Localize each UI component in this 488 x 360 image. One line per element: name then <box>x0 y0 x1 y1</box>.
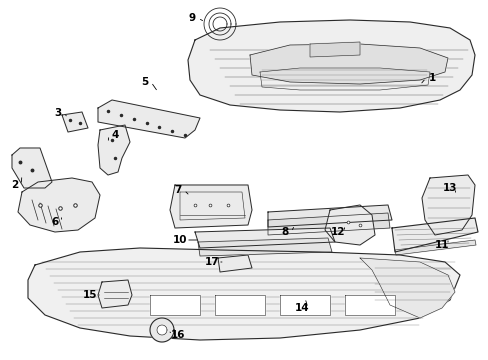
Polygon shape <box>28 248 459 340</box>
Text: 8: 8 <box>281 227 288 237</box>
Polygon shape <box>267 205 391 227</box>
Text: 5: 5 <box>141 77 148 87</box>
Polygon shape <box>98 100 200 138</box>
Polygon shape <box>215 295 264 315</box>
Polygon shape <box>309 42 359 57</box>
Text: 12: 12 <box>330 227 345 237</box>
Polygon shape <box>345 295 394 315</box>
Text: 14: 14 <box>294 303 309 313</box>
Text: 4: 4 <box>111 130 119 140</box>
Polygon shape <box>391 218 477 252</box>
Text: 2: 2 <box>11 180 19 190</box>
Text: 3: 3 <box>54 108 61 118</box>
Polygon shape <box>18 178 100 232</box>
Text: 7: 7 <box>174 185 182 195</box>
Polygon shape <box>98 280 132 308</box>
Polygon shape <box>150 318 174 342</box>
Text: 15: 15 <box>82 290 97 300</box>
Text: 16: 16 <box>170 330 185 340</box>
Polygon shape <box>394 240 475 255</box>
Polygon shape <box>280 295 329 315</box>
Text: 6: 6 <box>51 217 59 227</box>
Text: 9: 9 <box>188 13 195 23</box>
Polygon shape <box>62 112 88 132</box>
Text: 13: 13 <box>442 183 456 193</box>
Polygon shape <box>12 148 52 188</box>
Polygon shape <box>170 185 251 228</box>
Polygon shape <box>249 44 447 84</box>
Polygon shape <box>359 258 454 318</box>
Polygon shape <box>187 20 474 112</box>
Polygon shape <box>218 255 251 272</box>
Polygon shape <box>195 228 334 248</box>
Polygon shape <box>267 213 389 235</box>
Polygon shape <box>157 325 167 335</box>
Text: 10: 10 <box>172 235 187 245</box>
Text: 1: 1 <box>427 73 435 83</box>
Text: 11: 11 <box>434 240 448 250</box>
Polygon shape <box>98 125 130 175</box>
Text: 17: 17 <box>204 257 219 267</box>
Polygon shape <box>421 175 474 235</box>
Polygon shape <box>325 205 374 245</box>
Polygon shape <box>198 238 331 256</box>
Polygon shape <box>150 295 200 315</box>
